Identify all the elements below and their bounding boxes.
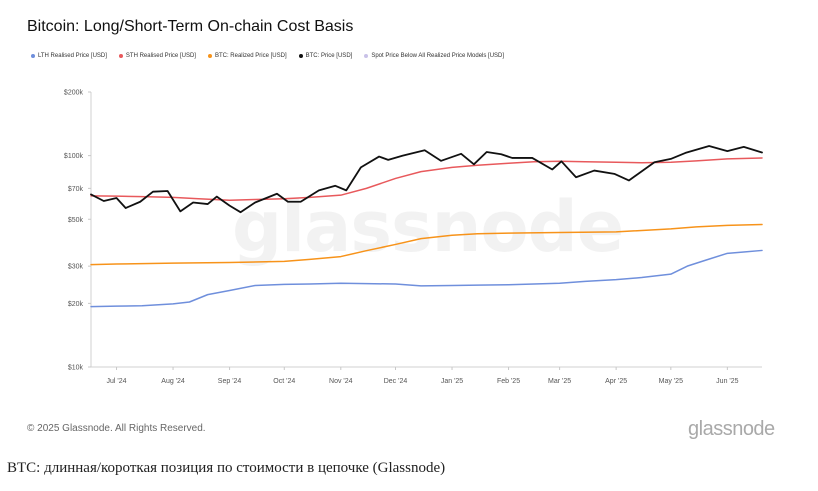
legend-label-price: BTC: Price [USD] bbox=[305, 53, 353, 59]
btc-price-line bbox=[90, 145, 763, 214]
legend-label-realized: BTC: Realized Price [USD] bbox=[214, 53, 287, 59]
legend-dot-spot-below bbox=[364, 54, 369, 58]
x-tick-label: Feb '25 bbox=[497, 378, 520, 385]
lth-realised-price-line bbox=[90, 249, 763, 308]
legend-dot-sth bbox=[118, 54, 123, 58]
x-tick-label: Apr '25 bbox=[605, 378, 627, 385]
legend-item-realized[interactable]: BTC: Realized Price [USD] bbox=[207, 53, 287, 59]
footer-copyright: © 2025 Glassnode. All Rights Reserved. bbox=[27, 423, 206, 434]
page-caption: BTC: длинная/короткая позиция по стоимос… bbox=[7, 460, 446, 476]
legend-item-sth[interactable]: STH Realised Price [USD] bbox=[118, 53, 196, 59]
x-tick-label: Jan '25 bbox=[441, 378, 463, 385]
chart-legend: LTH Realised Price [USD] STH Realised Pr… bbox=[31, 51, 791, 61]
legend-dot-price bbox=[298, 54, 303, 58]
footer-logo: glassnode bbox=[688, 418, 775, 440]
legend-item-price[interactable]: BTC: Price [USD] bbox=[298, 53, 353, 59]
legend-dot-realized bbox=[207, 54, 212, 58]
x-tick-label: May '25 bbox=[659, 378, 683, 385]
realized-price-line bbox=[90, 223, 763, 266]
x-tick-label: Oct '24 bbox=[273, 378, 295, 385]
x-tick-label: Mar '25 bbox=[548, 378, 571, 385]
legend-item-spot-below[interactable]: Spot Price Below All Realized Price Mode… bbox=[364, 53, 504, 59]
legend-dot-lth bbox=[31, 54, 35, 58]
legend-label-lth: LTH Realised Price [USD] bbox=[38, 53, 107, 59]
glassnode-watermark: glassnode bbox=[232, 186, 624, 268]
y-tick-label: $20k bbox=[68, 301, 84, 308]
chart-title: Bitcoin: Long/Short-Term On-chain Cost B… bbox=[27, 18, 354, 35]
x-tick-label: Nov '24 bbox=[329, 378, 353, 385]
x-tick-label: Sep '24 bbox=[218, 378, 242, 385]
legend-label-sth: STH Realised Price [USD] bbox=[125, 53, 196, 59]
y-tick-label: $100k bbox=[64, 153, 84, 160]
sth-realised-price-line bbox=[90, 157, 763, 201]
x-tick-label: Dec '24 bbox=[384, 378, 408, 385]
y-tick-label: $10k bbox=[68, 365, 84, 372]
chart-layer: $10k $20k $30k $50k $70k $100k $200k Jul '24 Aug… bbox=[64, 90, 763, 385]
y-tick-label: $30k bbox=[68, 264, 84, 271]
y-tick-label: $200k bbox=[64, 90, 84, 97]
y-tick-label: $50k bbox=[68, 217, 84, 224]
x-tick-label: Aug '24 bbox=[161, 378, 185, 385]
y-tick-label: $70k bbox=[68, 186, 84, 193]
legend-item-lth[interactable]: LTH Realised Price [USD] bbox=[31, 53, 107, 59]
legend-label-spot-below: Spot Price Below All Realized Price Mode… bbox=[371, 53, 505, 59]
x-tick-label: Jun '25 bbox=[716, 378, 738, 385]
x-tick-label: Jul '24 bbox=[107, 378, 127, 385]
